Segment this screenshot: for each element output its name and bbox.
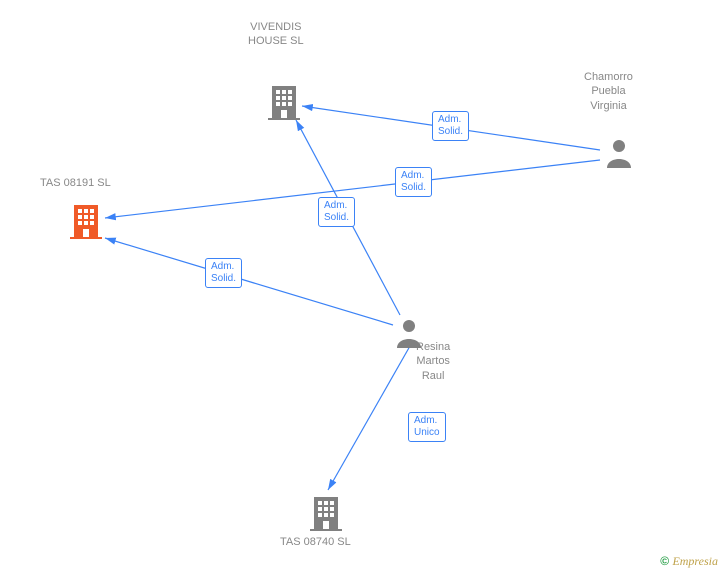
building-icon (268, 84, 300, 125)
watermark: © Empresia (660, 554, 718, 569)
edge-label: Adm. Solid. (395, 167, 432, 197)
node-chamorro-puebla-virginia[interactable]: Chamorro Puebla Virginia (584, 70, 633, 113)
person-icon (395, 318, 423, 353)
copyright-symbol: © (660, 554, 669, 568)
node-label: VIVENDIS HOUSE SL (248, 20, 304, 49)
person-icon (605, 138, 633, 173)
node-tas-08740-sl[interactable]: TAS 08740 SL (280, 535, 351, 549)
edge-label: Adm. Solid. (205, 258, 242, 288)
node-label: TAS 08191 SL (40, 176, 111, 190)
node-label: Chamorro Puebla Virginia (584, 70, 633, 113)
edge-label: Adm. Unico (408, 412, 446, 442)
brand-name: Empresia (672, 554, 718, 568)
building-icon (70, 203, 102, 244)
edge-label: Adm. Solid. (318, 197, 355, 227)
node-tas-08191-sl[interactable]: TAS 08191 SL (40, 176, 111, 190)
node-vivendis-house-sl[interactable]: VIVENDIS HOUSE SL (248, 20, 304, 49)
building-icon (310, 495, 342, 536)
node-label: TAS 08740 SL (280, 535, 351, 549)
edge-label: Adm. Solid. (432, 111, 469, 141)
